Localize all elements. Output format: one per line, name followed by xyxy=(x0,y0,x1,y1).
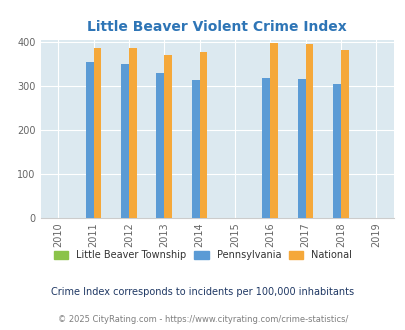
Bar xyxy=(121,64,129,218)
Title: Little Beaver Violent Crime Index: Little Beaver Violent Crime Index xyxy=(87,20,346,34)
Bar xyxy=(269,43,277,218)
Bar xyxy=(332,83,340,218)
Text: © 2025 CityRating.com - https://www.cityrating.com/crime-statistics/: © 2025 CityRating.com - https://www.city… xyxy=(58,315,347,324)
Bar xyxy=(164,55,172,218)
Bar xyxy=(297,79,305,218)
Bar xyxy=(340,50,348,218)
Bar xyxy=(156,73,164,218)
Bar xyxy=(191,80,199,218)
Text: Crime Index corresponds to incidents per 100,000 inhabitants: Crime Index corresponds to incidents per… xyxy=(51,287,354,297)
Bar xyxy=(128,48,136,218)
Bar xyxy=(93,48,101,218)
Bar xyxy=(85,62,94,218)
Bar xyxy=(199,52,207,218)
Bar xyxy=(305,45,313,218)
Legend: Little Beaver Township, Pennsylvania, National: Little Beaver Township, Pennsylvania, Na… xyxy=(50,246,355,264)
Bar xyxy=(262,78,270,218)
